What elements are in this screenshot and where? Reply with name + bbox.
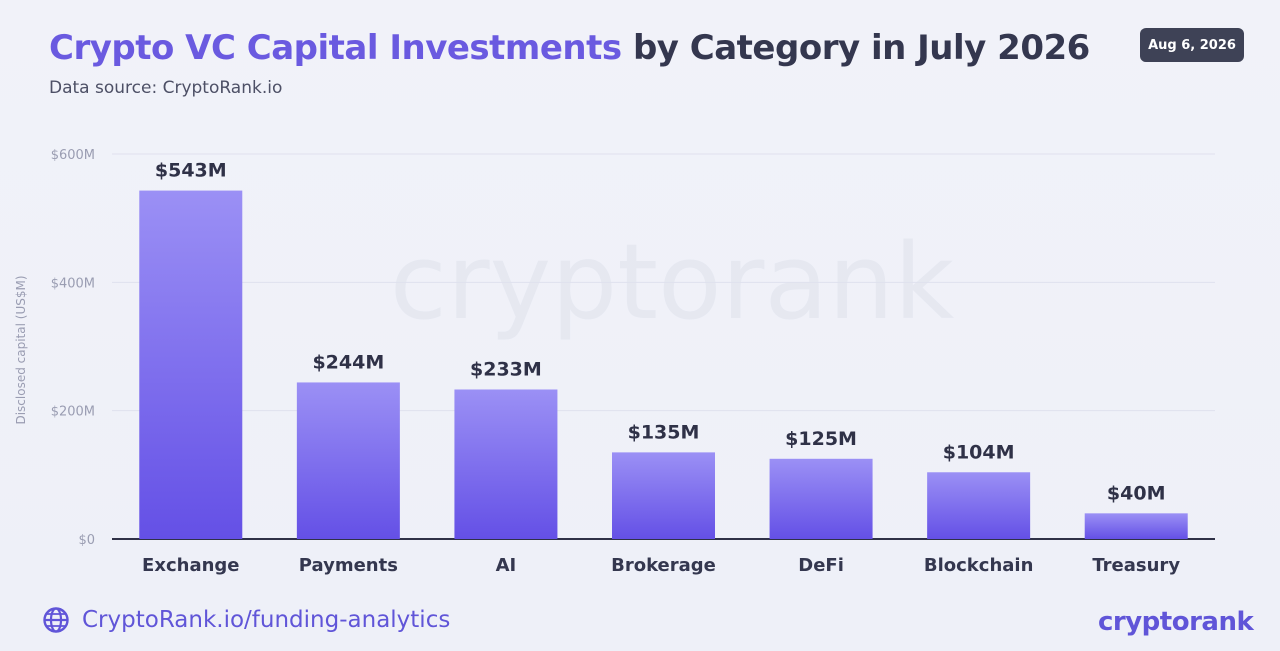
x-tick-label: Exchange (142, 555, 239, 576)
x-tick-label: Treasury (1092, 555, 1180, 576)
data-label: $104M (943, 441, 1015, 463)
funding-analytics-link[interactable]: CryptoRank.io/funding-analytics (42, 606, 450, 634)
data-label: $244M (312, 351, 384, 373)
date-badge: Aug 6, 2026 (1140, 28, 1244, 62)
cryptorank-logo: cryptorank (1098, 607, 1254, 637)
y-tick-label: $200M (51, 405, 95, 420)
data-label: $543M (155, 160, 227, 182)
chart-title: Crypto VC Capital Investments by Categor… (49, 28, 1090, 68)
data-label: $125M (785, 428, 857, 450)
x-tick-label: DeFi (798, 555, 844, 576)
bar-ai (454, 389, 558, 539)
data-label: $40M (1107, 482, 1166, 504)
x-tick-label: Blockchain (924, 555, 1034, 576)
chart-title-accent: Crypto VC Capital Investments (49, 28, 622, 68)
data-label: $135M (628, 421, 700, 443)
chart-title-rest: by Category in July 2026 (621, 28, 1090, 68)
bar-payments (296, 382, 400, 539)
y-tick-label: $0 (78, 533, 95, 548)
bar-exchange (139, 190, 243, 539)
bar-treasury (1084, 513, 1188, 539)
chart-subtitle: Data source: CryptoRank.io (49, 78, 283, 98)
y-axis-label: Disclosed capital (US$M) (14, 275, 28, 424)
x-tick-label: Payments (299, 555, 398, 576)
y-tick-label: $600M (51, 148, 95, 163)
bar-blockchain (927, 472, 1031, 539)
y-tick-label: $400M (51, 276, 95, 291)
x-tick-label: AI (496, 555, 517, 576)
data-label: $233M (470, 358, 542, 380)
x-tick-label: Brokerage (611, 555, 716, 576)
funding-analytics-url[interactable]: CryptoRank.io/funding-analytics (82, 607, 451, 633)
bar-defi (769, 458, 873, 539)
globe-icon (43, 607, 69, 633)
bar-brokerage (612, 452, 715, 539)
